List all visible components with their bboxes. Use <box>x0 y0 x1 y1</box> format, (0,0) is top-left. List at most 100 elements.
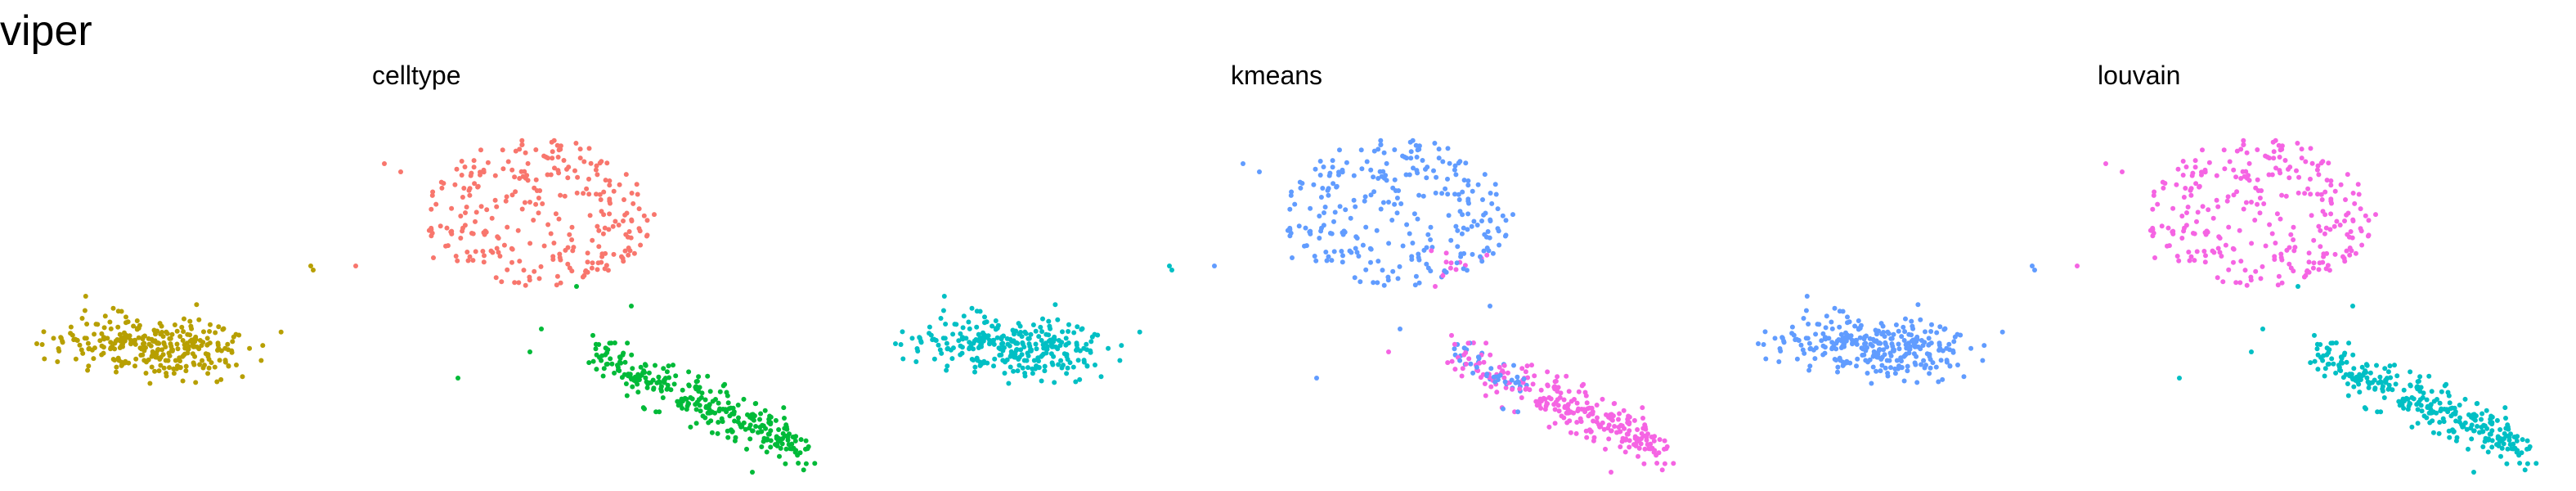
scatter-point <box>2200 204 2206 209</box>
scatter-point <box>1946 341 1952 347</box>
scatter-point <box>1525 375 1531 381</box>
scatter-point <box>2328 182 2334 188</box>
scatter-point <box>2457 403 2462 408</box>
scatter-point <box>915 349 921 354</box>
scatter-point <box>2437 400 2443 406</box>
scatter-point <box>966 319 972 325</box>
scatter-point <box>146 336 151 341</box>
scatter-point <box>2308 176 2313 182</box>
scatter-point <box>2466 446 2471 452</box>
scatter-point <box>2159 223 2165 229</box>
scatter-point <box>1431 168 1436 173</box>
scatter-point <box>2401 387 2407 393</box>
scatter-panel-kmeans <box>893 137 1676 475</box>
scatter-point <box>464 250 470 255</box>
scatter-point <box>1854 363 1859 369</box>
scatter-point <box>2345 381 2350 386</box>
scatter-point <box>473 218 478 224</box>
scatter-point <box>717 406 723 412</box>
scatter-point <box>190 351 195 357</box>
scatter-point <box>1347 248 1353 254</box>
scatter-point <box>161 340 167 345</box>
scatter-point <box>2350 217 2356 223</box>
scatter-point <box>1523 369 1528 375</box>
scatter-point <box>169 331 175 337</box>
scatter-point <box>631 200 636 206</box>
scatter-point <box>2103 161 2108 166</box>
scatter-point <box>1503 218 1509 223</box>
scatter-point <box>1502 379 1508 385</box>
scatter-point <box>2475 424 2480 429</box>
scatter-point <box>1468 361 1474 367</box>
scatter-point <box>974 324 980 330</box>
scatter-point <box>660 395 666 400</box>
scatter-point <box>1654 461 1660 466</box>
scatter-point <box>1829 340 1835 345</box>
scatter-point <box>1324 258 1330 264</box>
scatter-point <box>812 461 818 466</box>
scatter-point <box>550 155 555 161</box>
scatter-point <box>449 205 455 211</box>
scatter-point <box>658 386 664 392</box>
scatter-point <box>764 449 770 455</box>
scatter-point <box>2329 200 2334 206</box>
scatter-point <box>1559 413 1564 419</box>
scatter-point <box>698 394 704 400</box>
scatter-point <box>1566 389 1572 394</box>
scatter-point <box>2336 364 2342 370</box>
scatter-point <box>84 322 90 327</box>
scatter-point <box>1500 368 1506 374</box>
scatter-point <box>489 215 495 221</box>
scatter-point <box>2347 372 2353 377</box>
scatter-point <box>2457 415 2462 421</box>
scatter-point <box>2374 363 2379 368</box>
scatter-point <box>1412 282 1418 288</box>
scatter-point <box>1511 363 1516 368</box>
scatter-point <box>1813 345 1819 351</box>
scatter-point <box>550 149 555 155</box>
scatter-point <box>1617 411 1622 417</box>
scatter-point <box>483 229 489 235</box>
scatter-point <box>976 331 981 337</box>
scatter-point <box>593 341 599 347</box>
scatter-point <box>1896 341 1901 347</box>
scatter-point <box>944 340 949 346</box>
scatter-point <box>1521 376 1527 382</box>
scatter-point <box>1404 222 1410 227</box>
scatter-point <box>1903 316 1908 322</box>
scatter-point <box>191 344 196 349</box>
scatter-point <box>1439 191 1445 196</box>
scatter-point <box>132 363 137 369</box>
scatter-point <box>1944 358 1950 363</box>
scatter-point <box>944 367 949 373</box>
scatter-point <box>1434 174 1439 180</box>
scatter-point <box>607 182 613 188</box>
scatter-point <box>1923 329 1928 335</box>
scatter-point <box>1380 200 1386 205</box>
scatter-point <box>2479 417 2484 422</box>
scatter-point <box>2366 232 2372 238</box>
scatter-point <box>1453 223 1459 229</box>
scatter-point <box>604 361 610 367</box>
scatter-point <box>764 437 770 443</box>
scatter-point <box>958 352 963 358</box>
scatter-point <box>553 211 559 217</box>
scatter-point <box>1584 435 1590 440</box>
scatter-point <box>193 380 199 385</box>
scatter-point <box>496 250 501 255</box>
scatter-point <box>2505 422 2511 428</box>
scatter-point <box>1951 339 1957 345</box>
scatter-point <box>1384 160 1389 166</box>
scatter-point <box>719 416 725 421</box>
scatter-point <box>657 409 662 415</box>
scatter-point <box>930 337 936 343</box>
scatter-point <box>2030 264 2035 268</box>
scatter-point <box>2497 427 2503 432</box>
scatter-point <box>725 393 730 399</box>
scatter-point <box>533 201 539 207</box>
scatter-point <box>1497 364 1502 370</box>
scatter-point <box>1048 326 1053 331</box>
scatter-point <box>634 379 640 385</box>
scatter-point <box>1400 243 1406 249</box>
scatter-point <box>2427 420 2433 426</box>
